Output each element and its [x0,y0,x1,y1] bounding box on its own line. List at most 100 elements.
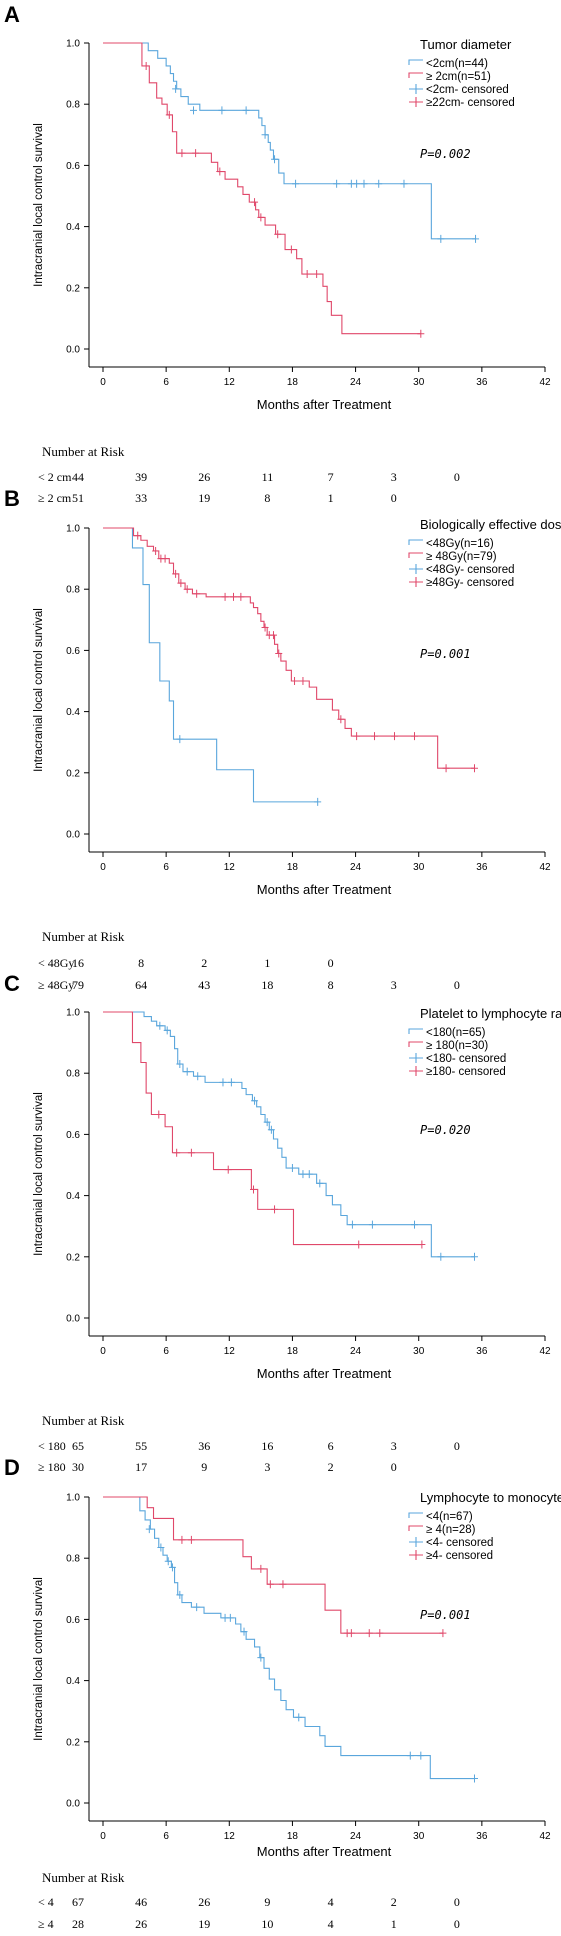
x-tick-label: 30 [413,1346,425,1357]
censor-mark [229,592,237,601]
risk-count: 67 [72,1895,84,1909]
survival-curve [103,1011,422,1246]
legend-censor-swatch [409,577,423,587]
x-tick-label: 30 [413,862,425,873]
risk-count: 1 [328,491,334,505]
censor-mark [437,1252,445,1261]
y-axis-label: Intracranial local control survival [33,123,45,287]
risk-count: 43 [198,978,210,992]
x-tick-label: 12 [224,1831,236,1842]
censor-mark [417,1751,425,1760]
x-tick-label: 36 [476,862,488,873]
censor-mark [263,1118,271,1127]
censor-mark [353,179,361,188]
y-tick-label: 0.4 [66,1676,80,1687]
risk-count: 30 [72,1460,84,1474]
risk-count: 44 [72,470,84,484]
censor-mark [271,1205,279,1214]
x-tick-label: 42 [539,377,551,388]
censor-mark [314,797,322,806]
censor-mark [218,106,226,115]
censor-mark [470,764,478,773]
censor-mark [470,1252,478,1261]
legend-entry: <48Gy- censored [426,564,515,576]
censor-mark [152,546,160,555]
risk-count: 0 [391,491,397,505]
y-tick-label: 0.6 [66,646,80,657]
x-tick-label: 30 [413,377,425,388]
legend-entry: ≥ 180(n=30) [426,1040,488,1052]
x-tick-label: 42 [539,862,551,873]
legend-censor-swatch [409,1053,423,1063]
risk-count: 6 [328,1439,334,1453]
y-tick-label: 0.8 [66,100,80,111]
risk-count: 3 [264,1460,270,1474]
legend-title: Tumor diameter [420,37,512,52]
panel-b: B0.00.20.40.60.81.00 6 12 18 24 30 36 42Intracr… [4,486,561,992]
p-value: P=0.002 [420,147,471,161]
risk-count: 3 [391,1439,397,1453]
censor-mark [305,1170,313,1179]
risk-count: 9 [264,1895,270,1909]
censor-mark [442,764,450,773]
risk-count: 26 [198,470,210,484]
panel-letter: B [4,486,20,511]
risk-count: 2 [391,1895,397,1909]
risk-table-title: Number at Risk [42,1870,125,1885]
risk-count: 0 [454,1895,460,1909]
risk-count: 0 [454,1917,460,1931]
y-tick-label: 0.4 [66,707,80,718]
legend-title: Biologically effective dose (α/β = 10) [420,517,561,532]
risk-count: 39 [135,470,147,484]
censor-mark [299,677,307,685]
y-tick-label: 0.8 [66,1554,80,1565]
risk-count: 64 [135,978,147,992]
legend-entry: ≥48Gy- censored [426,577,514,589]
survival-curve [103,1011,475,1258]
risk-count: 33 [135,491,147,505]
risk-count: 0 [328,956,334,970]
risk-row-label: < 2 cm [38,470,72,484]
censor-mark [376,1629,384,1638]
censor-mark [299,1170,307,1179]
censor-mark [172,84,180,93]
legend-title: Lymphocyte to monocyte ratio [420,1490,561,1505]
p-value: P=0.001 [420,1608,471,1622]
legend-censor-swatch [409,564,423,574]
censor-mark [190,106,198,115]
risk-count: 16 [72,956,84,970]
censor-mark [371,732,379,741]
legend-entry: ≥22cm- censored [426,97,515,109]
risk-row-label: ≥ 4 [38,1917,54,1931]
legend-entry: <180(n=65) [426,1027,486,1039]
risk-count: 28 [72,1917,84,1931]
legend-entry: ≥4- censored [426,1550,493,1562]
censor-mark [221,592,229,601]
censor-mark [360,179,368,188]
x-tick-label: 30 [413,1831,425,1842]
y-tick-label: 0.4 [66,1191,80,1202]
censor-mark [261,623,269,632]
risk-count: 26 [135,1917,147,1931]
risk-table: Number at Risk < 2 cm 44 39 26 11 7 3 0 ≥ 2 cm 51 3… [38,444,460,505]
legend-entry: <48Gy(n=16) [426,538,494,550]
panel-letter: D [4,1455,20,1480]
censor-mark [187,1535,195,1544]
y-tick-label: 0.8 [66,585,80,596]
censor-mark [251,1096,259,1105]
legend-entry: ≥ 48Gy(n=79) [426,551,497,563]
censor-mark [219,1078,227,1087]
censor-mark [242,106,250,115]
panel-d: D0.00.20.40.60.81.00 6 12 18 24 30 36 42Intracr… [4,1455,561,1931]
y-tick-label: 0.2 [66,768,80,779]
legend-line-swatch [408,539,423,545]
panel-letter: A [4,2,20,27]
y-tick-label: 0.6 [66,1615,80,1626]
x-tick-label: 18 [287,1346,299,1357]
risk-count: 46 [135,1895,147,1909]
risk-count: 2 [201,956,207,970]
y-tick-label: 0.4 [66,222,80,233]
panel-a: A0.00.20.40.60.81.00 6 12 18 24 30 36 42Intracr… [4,2,551,505]
